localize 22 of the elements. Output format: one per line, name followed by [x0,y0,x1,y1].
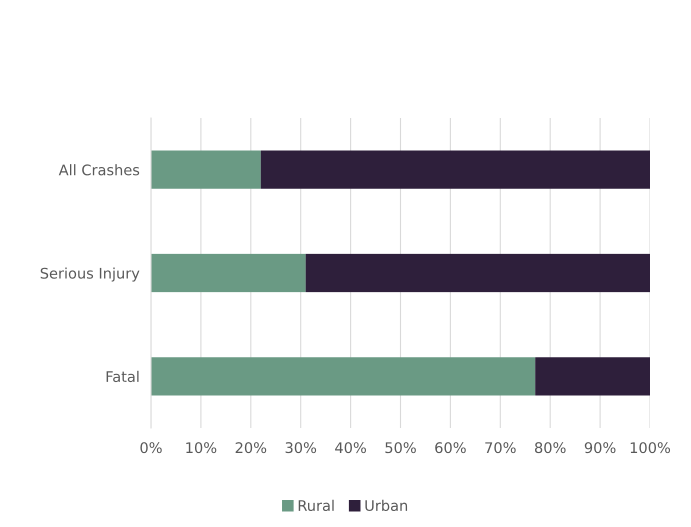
y-tick-label: All Crashes [58,164,140,176]
bar [151,254,306,292]
bar [306,254,650,292]
bar [260,150,650,189]
x-tick-label: 90% [584,442,616,454]
x-tick-label: 20% [236,442,266,454]
bar [151,150,261,189]
x-tick-label: 80% [534,442,566,454]
x-tick-label: 0% [140,442,162,454]
bar [151,357,536,396]
y-tick-label: Serious Injury [40,267,140,282]
legend-label: Urban [365,500,408,512]
x-tick-label: 100% [630,442,670,454]
y-tick-label: Fatal [106,370,139,382]
x-tick-label: 30% [286,442,316,454]
x-tick-label: 70% [485,442,516,454]
legend-label: Rural [298,500,334,512]
x-tick-label: 40% [335,442,366,454]
x-tick-label: 10% [186,442,216,454]
x-tick-label: 50% [385,442,416,454]
x-tick-label: 60% [435,442,466,454]
bar [535,357,650,396]
